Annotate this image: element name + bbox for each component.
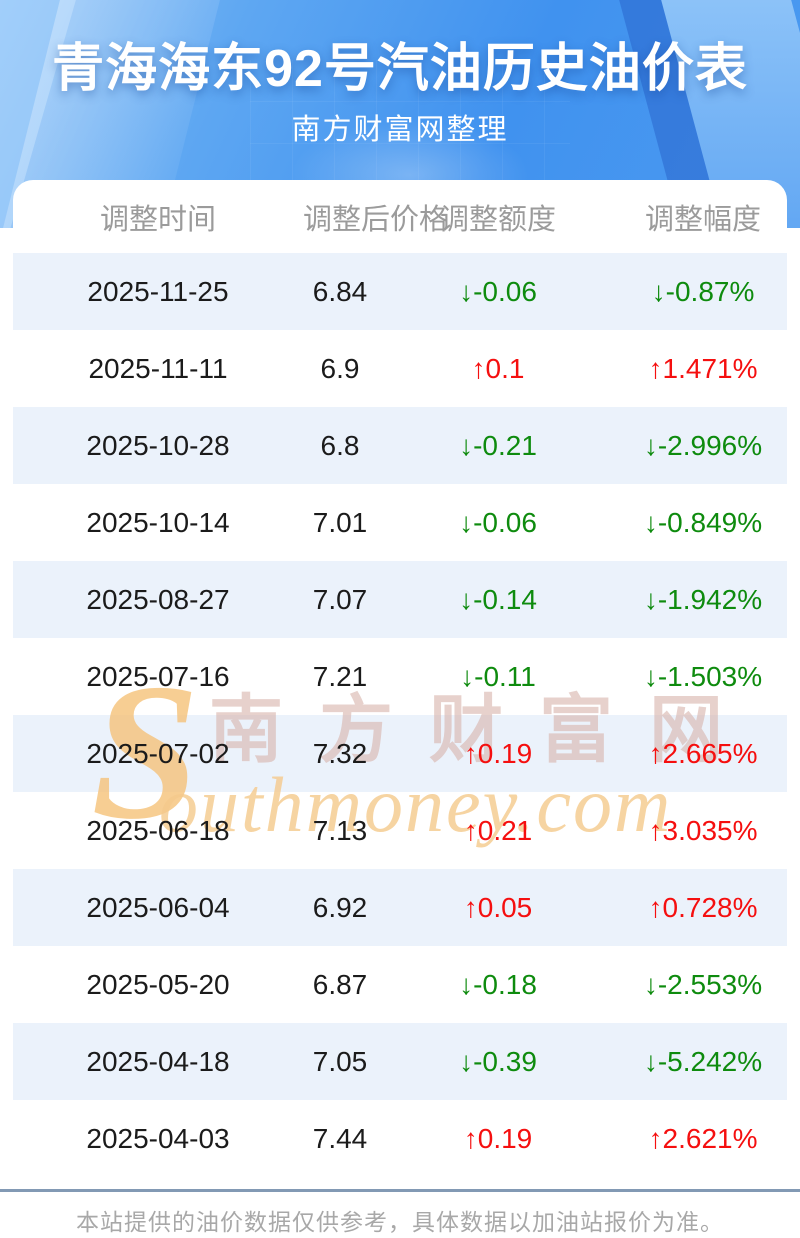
- table-body: 2025-11-25 6.84 ↓-0.06 ↓-0.87% 2025-11-11 6.9…: [13, 253, 787, 1177]
- table-row: 2025-11-11 6.9 ↑0.1 ↑1.471%: [13, 330, 787, 407]
- change-cell: ↑0.19: [463, 737, 533, 769]
- table-row: 2025-07-02 7.32 ↑0.19 ↑2.665%: [13, 715, 787, 792]
- change-cell: ↑0.05: [463, 891, 533, 923]
- price-cell: 6.87: [312, 968, 368, 1000]
- pct-cell: ↓-0.849%: [643, 506, 763, 538]
- date-cell: 2025-07-02: [86, 737, 230, 769]
- price-cell: 7.01: [312, 506, 368, 538]
- price-cell: 7.44: [312, 1122, 368, 1154]
- price-cell: 7.05: [312, 1045, 368, 1077]
- pct-cell: ↓-5.242%: [643, 1045, 763, 1077]
- pct-cell: ↓-2.553%: [643, 968, 763, 1000]
- date-cell: 2025-06-18: [86, 814, 230, 846]
- change-cell: ↑0.21: [463, 814, 533, 846]
- table-row: 2025-11-25 6.84 ↓-0.06 ↓-0.87%: [13, 253, 787, 330]
- table-row: 2025-10-14 7.01 ↓-0.06 ↓-0.849%: [13, 484, 787, 561]
- price-table-card: S 南方财富网 outhmoney.com 调整时间 调整后价格 调整额度 调整…: [13, 180, 787, 1177]
- change-cell: ↑0.19: [463, 1122, 533, 1154]
- change-cell: ↓-0.06: [459, 506, 537, 538]
- page-title: 青海海东92号汽油历史油价表: [52, 40, 748, 98]
- column-header-adjust-rate: 调整幅度: [644, 203, 761, 236]
- price-cell: 6.84: [312, 275, 368, 307]
- change-cell: ↓-0.06: [459, 275, 537, 307]
- change-cell: ↓-0.14: [459, 583, 537, 615]
- date-cell: 2025-11-25: [87, 275, 229, 307]
- date-cell: 2025-05-20: [86, 968, 230, 1000]
- table-row: 2025-07-16 7.21 ↓-0.11 ↓-1.503%: [13, 638, 787, 715]
- date-cell: 2025-04-18: [86, 1045, 230, 1077]
- pct-cell: ↑2.665%: [648, 737, 758, 769]
- column-header-adjust-time: 调整时间: [99, 203, 216, 236]
- date-cell: 2025-04-03: [86, 1122, 230, 1154]
- change-cell: ↓-0.11: [460, 660, 536, 692]
- date-cell: 2025-06-04: [86, 891, 230, 923]
- pct-cell: ↓-1.942%: [643, 583, 763, 615]
- pct-cell: ↑2.621%: [648, 1122, 758, 1154]
- pct-cell: ↑1.471%: [648, 352, 758, 384]
- column-header-adjusted-price: 调整后价格: [303, 203, 449, 236]
- table-row: 2025-08-27 7.07 ↓-0.14 ↓-1.942%: [13, 561, 787, 638]
- date-cell: 2025-08-27: [86, 583, 230, 615]
- price-cell: 6.8: [320, 429, 360, 461]
- table-row: 2025-10-28 6.8 ↓-0.21 ↓-2.996%: [13, 407, 787, 484]
- price-cell: 6.9: [320, 352, 360, 384]
- date-cell: 2025-07-16: [86, 660, 230, 692]
- date-cell: 2025-11-11: [88, 352, 228, 384]
- pct-cell: ↓-2.996%: [643, 429, 763, 461]
- change-cell: ↓-0.39: [459, 1045, 537, 1077]
- pct-cell: ↓-1.503%: [643, 660, 763, 692]
- change-cell: ↓-0.18: [459, 968, 537, 1000]
- footer-disclaimer: 本站提供的油价数据仅供参考，具体数据以加油站报价为准。: [76, 1209, 724, 1235]
- table-header-row: 调整时间 调整后价格 调整额度 调整幅度: [13, 180, 787, 253]
- footer-divider: [0, 1189, 800, 1192]
- table-row: 2025-05-20 6.87 ↓-0.18 ↓-2.553%: [13, 946, 787, 1023]
- table-row: 2025-04-18 7.05 ↓-0.39 ↓-5.242%: [13, 1023, 787, 1100]
- page-subtitle: 南方财富网整理: [291, 114, 509, 146]
- price-cell: 6.92: [312, 891, 368, 923]
- change-cell: ↑0.1: [471, 352, 525, 384]
- price-cell: 7.13: [312, 814, 368, 846]
- column-header-adjust-amount: 调整额度: [439, 203, 556, 236]
- price-cell: 7.21: [312, 660, 368, 692]
- table-row: 2025-06-18 7.13 ↑0.21 ↑3.035%: [13, 792, 787, 869]
- date-cell: 2025-10-14: [86, 506, 230, 538]
- table-row: 2025-04-03 7.44 ↑0.19 ↑2.621%: [13, 1100, 787, 1177]
- price-cell: 7.32: [312, 737, 368, 769]
- date-cell: 2025-10-28: [86, 429, 230, 461]
- pct-cell: ↑3.035%: [648, 814, 758, 846]
- pct-cell: ↓-0.87%: [651, 275, 755, 307]
- table-row: 2025-06-04 6.92 ↑0.05 ↑0.728%: [13, 869, 787, 946]
- price-cell: 7.07: [312, 583, 368, 615]
- pct-cell: ↑0.728%: [648, 891, 758, 923]
- change-cell: ↓-0.21: [459, 429, 537, 461]
